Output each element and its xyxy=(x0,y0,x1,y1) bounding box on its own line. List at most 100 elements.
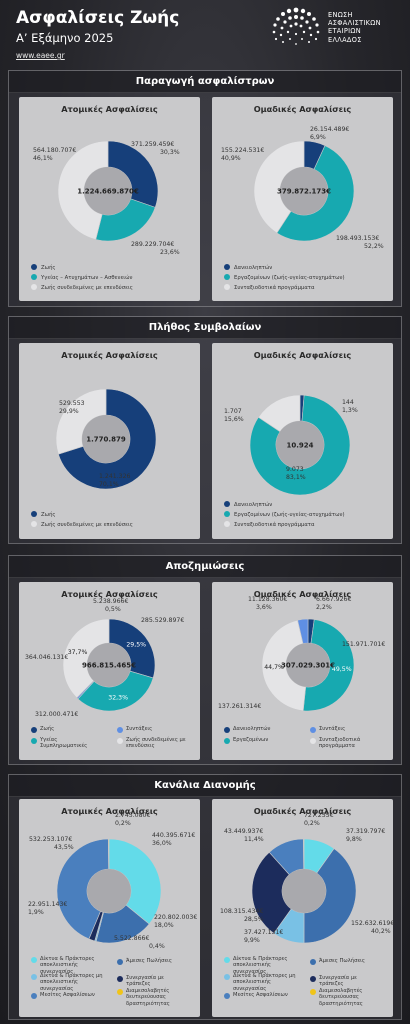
mid-blue-swatch xyxy=(310,959,316,965)
value-label-health: 312.000.471€ xyxy=(35,711,79,718)
dark-blue-swatch xyxy=(31,511,37,517)
light-gray-swatch xyxy=(224,284,230,290)
donut-hole xyxy=(286,643,330,687)
section-title: Αποζημιώσεις xyxy=(9,556,401,578)
legend: Δανειοληπτών Εργαζομένων (ζωής-υγείας-ατ… xyxy=(224,264,345,294)
website-link[interactable]: www.eaee.gr xyxy=(16,51,65,60)
donut-total-label: 379.872.173€ xyxy=(277,188,331,196)
legend-item: Δανειοληπτών xyxy=(224,501,345,511)
donut-hole xyxy=(87,869,131,913)
section-title: Πλήθος Συμβολαίων xyxy=(9,317,401,339)
light-gray-swatch xyxy=(224,521,230,527)
navy-swatch xyxy=(310,976,316,982)
logo-text: ΕΝΩΣΗ ΑΣΦΑΛΙΣΤΙΚΩΝ ΕΤΑΙΡΙΩΝ ΕΛΛΑΔΟΣ xyxy=(328,11,381,44)
teal-swatch xyxy=(224,274,230,280)
value-label-employees: 198.493.153€ 52,2% xyxy=(336,235,384,251)
dark-blue-swatch xyxy=(31,264,37,270)
card-title: Ομαδικές Ασφαλίσεις xyxy=(253,350,352,360)
card-group-premiums: Ομαδικές Ασφαλίσεις 379.872.173€ 26.154.… xyxy=(212,97,393,301)
value-label-pensions: 5.238.966€ 0,5% xyxy=(93,598,129,614)
donut-total-label: 966.815.465€ xyxy=(82,662,136,670)
page-subtitle: Α’ Εξάμηνο 2025 xyxy=(16,31,114,45)
legend-item: Ζωής συνδεδεμένες με επενδύσεις xyxy=(31,284,133,294)
value-label-brokers: 43.449.937€ 11,4% xyxy=(224,828,264,844)
teal-swatch xyxy=(31,738,37,744)
header: Ασφαλίσεις Ζωής Α’ Εξάμηνο 2025 www.eaee… xyxy=(0,0,410,66)
donut-total-label: 1.224.669.870€ xyxy=(77,188,139,196)
slice-percent-label: 37,7% xyxy=(68,649,88,656)
legend: Δανειοληπτών Συντάξεις Εργαζομένων Συντα… xyxy=(224,726,389,756)
value-label-banks: 22.951.143€ 1,9% xyxy=(28,901,68,917)
value-label-pension: 1.707 15,6% xyxy=(224,408,244,424)
value-label-pension-programs: 137.261.314€ xyxy=(218,703,262,710)
light-gray-swatch xyxy=(310,738,316,744)
cyan-swatch xyxy=(224,957,230,963)
value-label-life: 1.241.326 70,1% xyxy=(99,473,131,489)
donut-chart-group-policies: 10.924 xyxy=(249,394,351,496)
donut-total-label: 1.770.879 xyxy=(86,436,126,444)
legend-item: Εργαζομένων (ζωής-υγείας-ατυχημάτων) xyxy=(224,274,345,284)
value-label-unit-linked: 564.180.707€ 46,1% xyxy=(33,147,77,163)
section-title: Κανάλια Διανομής xyxy=(9,775,401,797)
donut-chart-individual-claims: 29,5% 32,3% 37,7% 966.815.465€ xyxy=(62,618,156,712)
light-gray-swatch xyxy=(31,521,37,527)
gold-swatch xyxy=(117,989,123,995)
donut-chart-individual-channels xyxy=(56,838,162,944)
section-distribution: Κανάλια Διανομής Ατομικές Ασφαλίσεις 2.7… xyxy=(8,774,402,1020)
donut-slice-5 xyxy=(107,838,110,870)
value-label-health: 289.229.704€ 23,6% xyxy=(131,241,180,257)
donut-hole xyxy=(276,421,324,469)
card-individual-premiums: Ατομικές Ασφαλίσεις 1.224.669.870€ 371.2… xyxy=(19,97,200,301)
cyan-swatch xyxy=(31,957,37,963)
gold-swatch xyxy=(310,989,316,995)
value-label-pension: 155.224.531€ 40,9% xyxy=(221,147,265,163)
card-individual-claims: Ατομικές Ασφαλίσεις 29,5% 32,3% 37,7% 966.8… xyxy=(19,582,200,760)
light-blue-swatch xyxy=(117,727,123,733)
legend: Δίκτυα & Πράκτορες αποκλειστικής συνεργα… xyxy=(224,956,389,1014)
value-label-b2: 727.255€ 0,2% xyxy=(304,812,334,828)
value-label-direct: 152.632.619€ 40,2% xyxy=(351,920,395,936)
legend-item: Ζωής xyxy=(31,511,133,521)
donut-chart-group-claims: 49,5% 44,7%307.029.301€ xyxy=(261,618,355,712)
donut-hole xyxy=(84,167,132,215)
steel-blue-swatch xyxy=(224,993,230,999)
value-label-unit-linked: 529.553 29,9% xyxy=(59,400,85,416)
steel-blue-swatch xyxy=(31,993,37,999)
value-label-borrowers: 26.154.489€ 6,9% xyxy=(310,126,350,142)
teal-swatch xyxy=(31,274,37,280)
donut-hole xyxy=(87,643,131,687)
donut-hole xyxy=(280,167,328,215)
page-title: Ασφαλίσεις Ζωής xyxy=(16,8,180,28)
donut-hole xyxy=(82,415,130,463)
legend-item: Εργαζομένων (ζωής-υγείας-ατυχημάτων) xyxy=(224,511,345,521)
teal-swatch xyxy=(224,511,230,517)
dark-blue-swatch xyxy=(31,727,37,733)
value-label-unit-linked: 364.046.131€ xyxy=(25,654,69,661)
logo-dots-icon xyxy=(272,7,320,45)
value-label-agents-exclusive: 440.395.671€ 36,0% xyxy=(152,832,196,848)
dark-blue-swatch xyxy=(224,264,230,270)
donut-chart-individual-premiums: 1.224.669.870€ xyxy=(57,140,159,242)
slice-percent-label: 32,3% xyxy=(108,695,128,702)
mid-blue-swatch xyxy=(117,959,123,965)
light-gray-swatch xyxy=(117,738,123,744)
card-group-channels: Ομαδικές Ασφαλίσεις 727.255€ 0,2% 37.319.… xyxy=(212,799,395,1017)
value-label-direct: 220.802.003€ 18,0% xyxy=(154,914,198,930)
value-label-banks: 108.315.434€ 28,5% xyxy=(220,908,264,924)
section-policies: Πλήθος Συμβολαίων Ατομικές Ασφαλίσεις 1.… xyxy=(8,316,402,544)
dark-blue-swatch xyxy=(224,727,230,733)
teal-swatch xyxy=(224,738,230,744)
legend-item: Δανειοληπτών xyxy=(224,264,345,274)
legend: Δανειοληπτών Εργαζομένων (ζωής-υγείας-ατ… xyxy=(224,501,345,531)
card-group-claims: Ομαδικές Ασφαλίσεις 49,5% 44,7% 307.029.30… xyxy=(212,582,393,760)
light-cyan-swatch xyxy=(224,974,230,980)
legend-item: Ζωής xyxy=(31,264,133,274)
value-label-pensions: 11.128.360€ 3,6% xyxy=(248,596,288,612)
section-premiums: Παραγωγή ασφαλίστρων Ατομικές Ασφαλίσεις… xyxy=(8,70,402,307)
value-label-savings-life: 371.259.459€ 30,3% xyxy=(131,141,180,157)
legend-item: Ζωής συνδεδεμένες με επενδύσεις xyxy=(31,521,133,531)
value-label-agents-nonexclusive: 5.522.866€ 0,4% xyxy=(114,935,165,951)
legend: Δίκτυα & Πράκτορες αποκλειστικής συνεργα… xyxy=(31,956,196,1014)
value-label-brokers: 532.253.107€ 43,5% xyxy=(29,836,74,852)
donut-slice-5 xyxy=(303,838,305,870)
